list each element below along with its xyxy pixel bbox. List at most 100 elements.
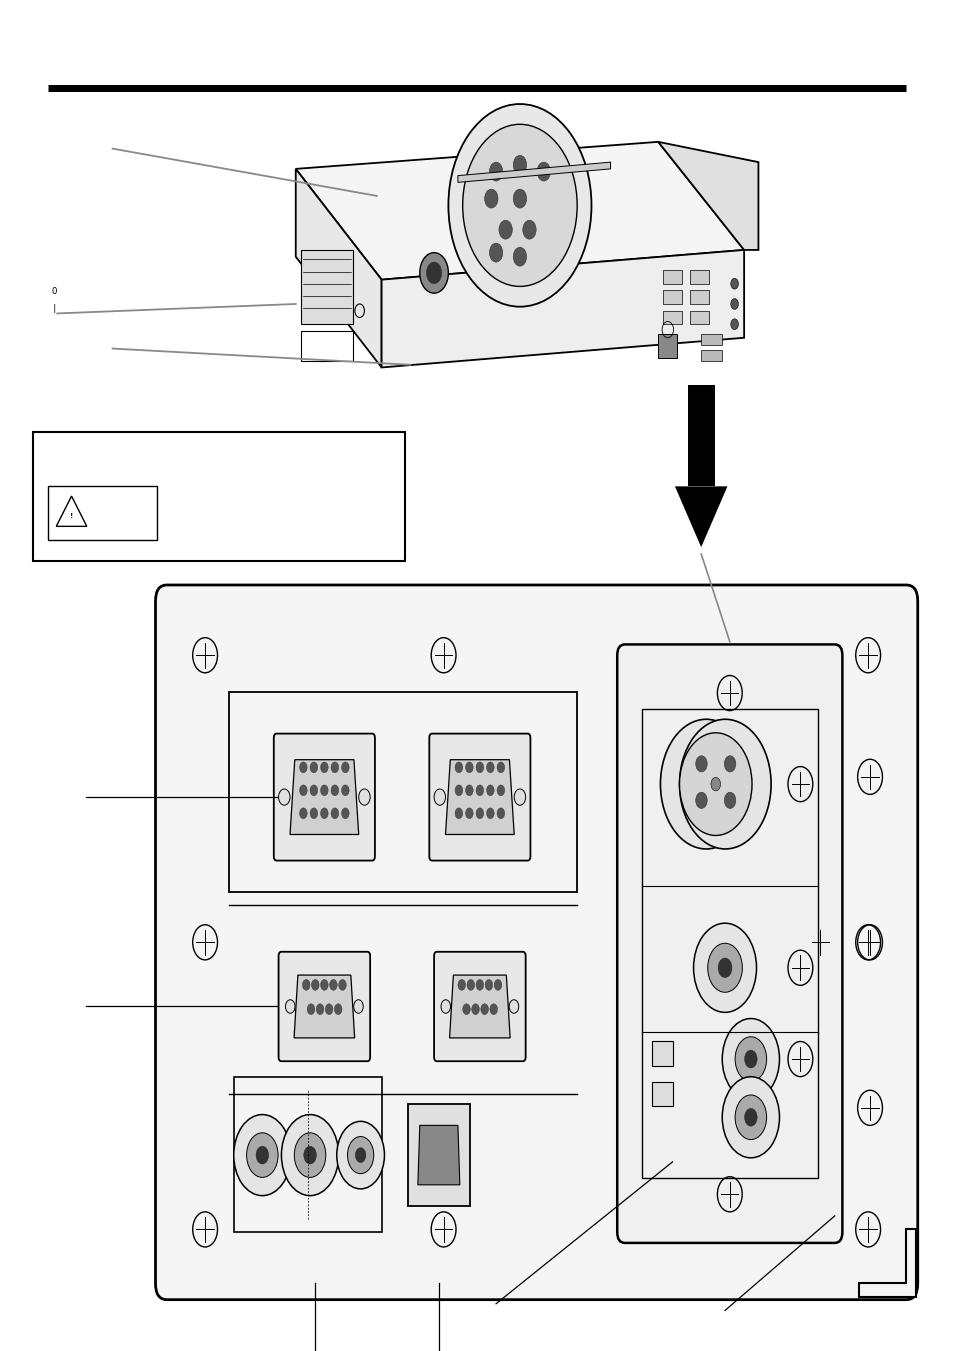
Bar — [662, 290, 681, 304]
FancyBboxPatch shape — [429, 734, 530, 861]
Bar — [233, 1077, 381, 1232]
Polygon shape — [674, 486, 726, 547]
Polygon shape — [417, 1125, 459, 1185]
Bar — [300, 250, 353, 324]
Bar — [300, 331, 353, 361]
Circle shape — [497, 762, 504, 773]
Circle shape — [718, 958, 731, 978]
Circle shape — [490, 1004, 497, 1015]
Circle shape — [693, 923, 756, 1012]
Circle shape — [302, 979, 310, 990]
Circle shape — [498, 220, 512, 239]
Bar — [651, 1042, 672, 1066]
Circle shape — [338, 979, 346, 990]
Circle shape — [303, 1146, 316, 1165]
Circle shape — [723, 755, 735, 771]
Circle shape — [233, 1115, 291, 1196]
Polygon shape — [858, 1229, 915, 1297]
Circle shape — [695, 755, 706, 771]
Circle shape — [480, 1004, 488, 1015]
Circle shape — [484, 189, 497, 208]
Circle shape — [334, 1004, 341, 1015]
Bar — [687, 385, 714, 486]
Circle shape — [513, 189, 526, 208]
Circle shape — [476, 762, 483, 773]
Circle shape — [320, 785, 328, 796]
Circle shape — [735, 1094, 766, 1140]
Circle shape — [320, 979, 328, 990]
FancyBboxPatch shape — [434, 951, 525, 1062]
Bar — [689, 270, 708, 284]
Circle shape — [513, 247, 526, 266]
Bar — [229, 692, 577, 892]
Circle shape — [354, 1000, 363, 1013]
Bar — [641, 709, 817, 1178]
Circle shape — [341, 808, 349, 819]
Circle shape — [730, 319, 738, 330]
Circle shape — [467, 979, 474, 990]
Circle shape — [448, 104, 591, 307]
Circle shape — [486, 762, 494, 773]
Circle shape — [721, 1019, 779, 1100]
Circle shape — [331, 785, 338, 796]
Circle shape — [710, 777, 720, 790]
Circle shape — [522, 220, 536, 239]
Circle shape — [497, 785, 504, 796]
Circle shape — [679, 719, 770, 848]
Circle shape — [320, 808, 328, 819]
Circle shape — [358, 789, 370, 805]
Circle shape — [514, 789, 525, 805]
Circle shape — [457, 979, 465, 990]
Circle shape — [721, 1077, 779, 1158]
Circle shape — [743, 1050, 757, 1067]
Polygon shape — [381, 250, 743, 367]
Circle shape — [486, 808, 494, 819]
Circle shape — [341, 785, 349, 796]
Circle shape — [278, 789, 290, 805]
Circle shape — [419, 253, 448, 293]
Bar — [689, 290, 708, 304]
Circle shape — [489, 162, 502, 181]
Circle shape — [331, 762, 338, 773]
Circle shape — [695, 792, 706, 808]
Circle shape — [299, 785, 307, 796]
Circle shape — [329, 979, 336, 990]
Circle shape — [476, 808, 483, 819]
Circle shape — [730, 278, 738, 289]
Circle shape — [465, 785, 473, 796]
Circle shape — [471, 1004, 479, 1015]
Circle shape — [307, 1004, 314, 1015]
FancyBboxPatch shape — [155, 585, 917, 1300]
Circle shape — [336, 1121, 384, 1189]
Circle shape — [331, 808, 338, 819]
Circle shape — [440, 1000, 450, 1013]
Bar — [658, 334, 677, 358]
Circle shape — [743, 1108, 757, 1127]
Bar — [700, 334, 721, 345]
Circle shape — [347, 1136, 374, 1174]
Circle shape — [484, 979, 492, 990]
Circle shape — [476, 979, 483, 990]
Circle shape — [281, 1115, 338, 1196]
Circle shape — [355, 1147, 366, 1162]
Circle shape — [310, 808, 317, 819]
Polygon shape — [295, 169, 381, 367]
Circle shape — [723, 792, 735, 808]
FancyBboxPatch shape — [617, 644, 841, 1243]
Text: !: ! — [70, 513, 73, 519]
Circle shape — [310, 785, 317, 796]
Circle shape — [462, 124, 577, 286]
Text: O: O — [51, 288, 57, 296]
Circle shape — [455, 762, 462, 773]
Bar — [700, 350, 721, 361]
Circle shape — [299, 808, 307, 819]
Polygon shape — [290, 759, 358, 835]
FancyBboxPatch shape — [278, 951, 370, 1062]
Bar — [651, 1082, 672, 1106]
Circle shape — [320, 762, 328, 773]
Polygon shape — [294, 975, 355, 1038]
Circle shape — [513, 155, 526, 174]
Circle shape — [735, 1036, 766, 1081]
Polygon shape — [658, 142, 758, 250]
Circle shape — [497, 808, 504, 819]
